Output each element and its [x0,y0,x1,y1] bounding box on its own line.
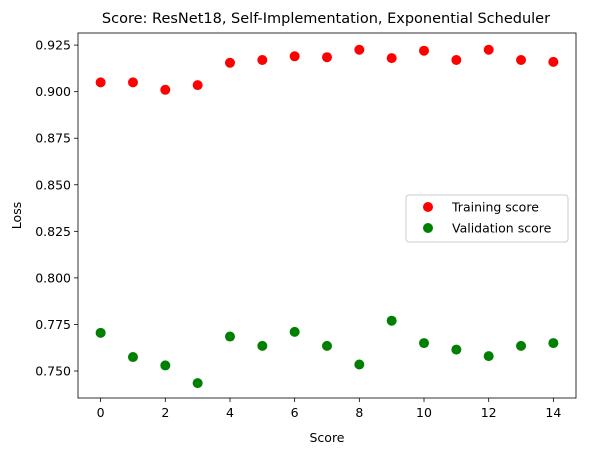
validation-score-point [95,327,106,338]
x-tick-label: 14 [545,405,561,420]
x-tick-label: 6 [291,405,299,420]
y-tick-label: 0.850 [35,177,71,192]
legend-label: Training score [451,200,539,215]
legend-marker [423,223,433,233]
validation-score-point [354,359,365,370]
y-axis-label: Loss [9,202,24,229]
training-score-point [451,55,462,66]
validation-score-point [516,340,527,351]
plot-frame [77,32,577,399]
training-score-point [516,55,527,66]
validation-score-point [289,326,300,337]
training-score-point [224,57,235,68]
validation-score-point [483,351,494,362]
x-tick-label: 2 [161,405,169,420]
x-tick-label: 0 [97,405,105,420]
training-score-point [548,56,559,67]
validation-score-point [127,352,138,363]
y-tick-label: 0.900 [35,84,71,99]
y-tick-label: 0.925 [35,38,71,53]
y-tick-label: 0.750 [35,363,71,378]
y-tick-label: 0.875 [35,131,71,146]
training-score-point [419,45,430,56]
x-tick-label: 12 [481,405,497,420]
training-score-point [257,55,268,66]
x-axis-label: Score [309,430,344,445]
legend: Training score Validation score [405,194,569,243]
training-score-point [160,84,171,95]
x-axis: 0 2 4 6 8 10 12 14 [97,398,561,420]
x-tick-label: 8 [355,405,363,420]
validation-score-point [257,340,268,351]
legend-label: Validation score [452,221,552,236]
y-tick-label: 0.775 [35,317,71,332]
validation-score-point [548,338,559,349]
training-score-point [354,44,365,55]
x-tick-label: 4 [226,405,234,420]
validation-score-point [419,338,430,349]
chart-title: Score: ResNet18, Self-Implementation, Ex… [102,11,550,27]
validation-score-point [451,344,462,355]
training-score-point [95,77,106,88]
legend-marker [423,202,433,212]
y-tick-label: 0.800 [35,270,71,285]
training-score-point [192,80,203,91]
training-score-point [322,52,332,63]
validation-score-point [322,340,332,351]
training-score-point [289,51,300,62]
data-points [95,44,559,389]
validation-score-point [386,315,397,326]
validation-score-point [192,378,203,389]
x-tick-label: 10 [416,405,432,420]
y-axis: 0.750 0.775 0.800 0.825 0.850 0.875 0.900 0.925 [35,38,78,378]
validation-score-point [160,360,171,371]
y-tick-label: 0.825 [35,224,71,239]
training-score-point [483,44,494,55]
validation-score-point [224,331,235,342]
training-score-point [127,77,138,88]
training-score-point [386,53,397,64]
legend-box [405,194,569,243]
